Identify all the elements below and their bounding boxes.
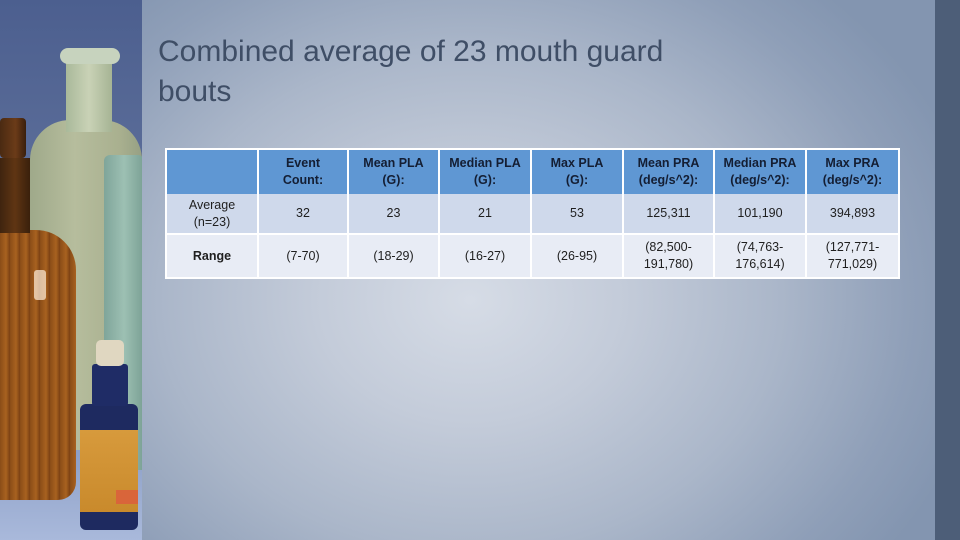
amber-bottle-stopper [0, 118, 26, 158]
cell-range-event-count: (7-70) [259, 235, 349, 277]
slide-title: Combined average of 23 mouth guard bouts [158, 32, 798, 112]
cell-range-median-pra: (74,763- 176,614) [715, 235, 807, 277]
cell-avg-max-pra: 394,893 [807, 194, 898, 235]
small-blue-bottle-stopper [96, 340, 124, 366]
table-row-average: Average (n=23) 32 23 21 53 125,311 101,1… [167, 194, 898, 235]
cell-range-max-pra: (127,771- 771,029) [807, 235, 898, 277]
cell-range-max-pla: (26-95) [532, 235, 624, 277]
title-line-2: bouts [158, 75, 232, 108]
title-line-1: Combined average of 23 mouth guard [158, 35, 664, 68]
header-median-pla: Median PLA (G): [440, 150, 532, 194]
cell-avg-max-pla: 53 [532, 194, 624, 235]
cell-avg-median-pla: 21 [440, 194, 532, 235]
green-bottle-neck [66, 52, 112, 132]
bottles-photo [0, 0, 142, 540]
cell-range-median-pla: (16-27) [440, 235, 532, 277]
cell-range-mean-pla: (18-29) [349, 235, 440, 277]
header-max-pra: Max PRA (deg/s^2): [807, 150, 898, 194]
row-label-range: Range [167, 235, 259, 277]
small-blue-bottle-neck [92, 364, 128, 406]
table-row-range: Range (7-70) (18-29) (16-27) (26-95) (82… [167, 235, 898, 277]
header-max-pla: Max PLA (G): [532, 150, 624, 194]
small-bottle-label-stripe [116, 490, 138, 504]
header-empty [167, 150, 259, 194]
header-mean-pra: Mean PRA (deg/s^2): [624, 150, 715, 194]
cell-avg-event-count: 32 [259, 194, 349, 235]
header-median-pra: Median PRA (deg/s^2): [715, 150, 807, 194]
stats-table: Event Count: Mean PLA (G): Median PLA (G… [165, 148, 900, 279]
row-label-average: Average (n=23) [167, 194, 259, 235]
cell-range-mean-pra: (82,500- 191,780) [624, 235, 715, 277]
amber-bottle-neck [0, 158, 30, 233]
cell-avg-median-pra: 101,190 [715, 194, 807, 235]
amber-bottle-highlight [34, 270, 46, 300]
right-accent-stripe [935, 0, 960, 540]
header-mean-pla: Mean PLA (G): [349, 150, 440, 194]
cell-avg-mean-pra: 125,311 [624, 194, 715, 235]
green-bottle-lip [60, 48, 120, 64]
table-header-row: Event Count: Mean PLA (G): Median PLA (G… [167, 150, 898, 194]
cell-avg-mean-pla: 23 [349, 194, 440, 235]
header-event-count: Event Count: [259, 150, 349, 194]
